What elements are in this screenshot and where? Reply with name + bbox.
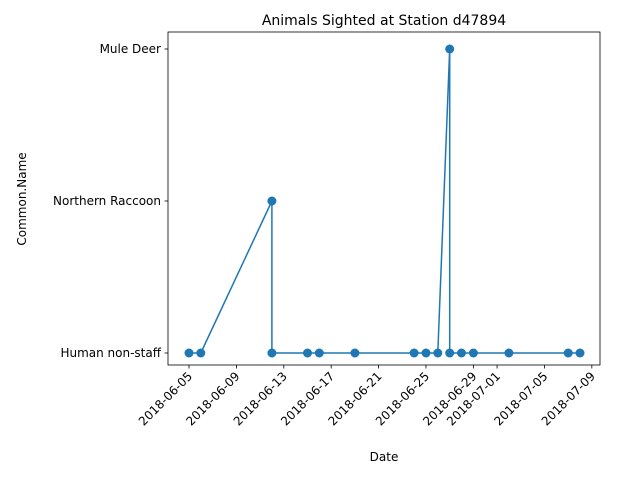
data-point — [468, 348, 478, 358]
y-tick-label: Human non-staff — [60, 346, 161, 360]
chart-title: Animals Sighted at Station d47894 — [262, 13, 506, 29]
series-layer — [184, 44, 585, 358]
x-axis: 2018-06-052018-06-092018-06-132018-06-17… — [136, 365, 598, 428]
data-point — [196, 348, 206, 358]
data-point — [504, 348, 514, 358]
y-tick-label: Northern Raccoon — [53, 194, 161, 208]
data-point — [184, 348, 194, 358]
data-point — [433, 348, 443, 358]
data-point — [445, 348, 455, 358]
data-point — [314, 348, 324, 358]
data-point — [267, 348, 277, 358]
x-axis-label: Date — [370, 450, 399, 464]
data-point — [350, 348, 360, 358]
plot-area-frame — [167, 31, 601, 366]
data-point — [457, 348, 466, 358]
data-point — [267, 196, 277, 206]
y-tick-label: Mule Deer — [100, 42, 161, 56]
data-point — [445, 44, 455, 54]
y-axis: Human non-staff Northern Raccoon Mule Deer — [53, 42, 168, 360]
data-point — [421, 348, 431, 358]
series-line — [189, 48, 580, 354]
data-point — [563, 348, 573, 358]
data-point — [303, 348, 312, 358]
data-point — [409, 348, 419, 358]
data-point — [575, 348, 585, 358]
y-axis-label: Common.Name — [15, 152, 29, 245]
